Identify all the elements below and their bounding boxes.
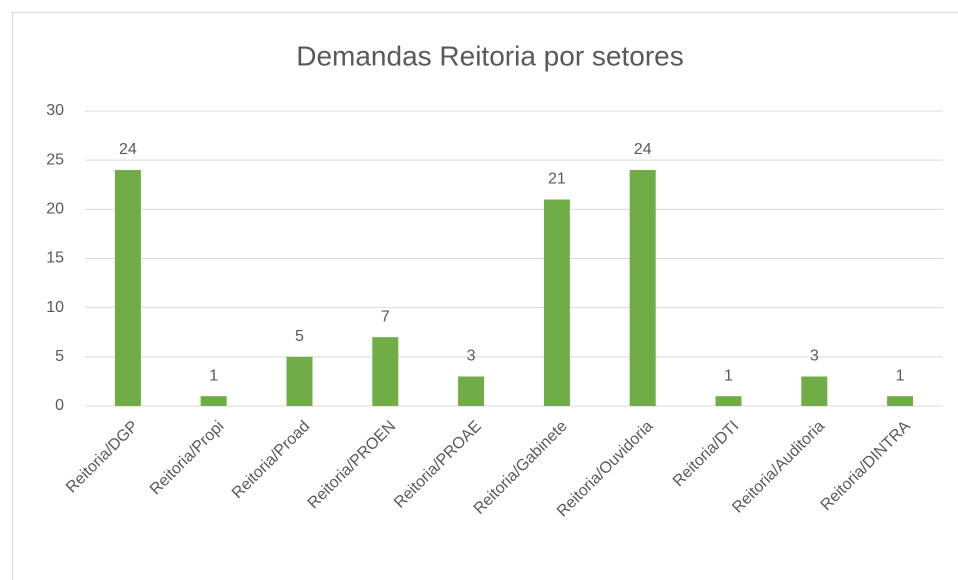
bar (286, 356, 313, 406)
data-label: 1 (724, 367, 733, 384)
chart-title: Demandas Reitoria por setores (296, 40, 684, 71)
data-label: 5 (295, 328, 304, 345)
data-label: 3 (810, 348, 819, 365)
y-tick-label: 20 (46, 201, 64, 218)
data-label: 7 (381, 308, 390, 325)
bar (372, 337, 399, 406)
bar (458, 376, 485, 406)
bar (114, 170, 141, 406)
chart-border (12, 12, 958, 580)
bar (715, 396, 742, 406)
bar (801, 376, 828, 406)
y-tick-label: 5 (55, 348, 64, 365)
bar (629, 170, 656, 406)
data-label: 1 (896, 367, 905, 384)
data-label: 3 (467, 348, 476, 365)
data-label: 24 (634, 141, 652, 158)
data-label: 1 (209, 367, 218, 384)
y-tick-label: 0 (55, 397, 64, 414)
bar (200, 396, 227, 406)
y-tick-label: 15 (46, 250, 64, 267)
y-tick-label: 10 (46, 299, 64, 316)
y-tick-label: 30 (46, 102, 64, 119)
bar (887, 396, 914, 406)
y-tick-label: 25 (46, 151, 64, 168)
data-label: 21 (548, 171, 566, 188)
bar (543, 199, 570, 406)
data-label: 24 (119, 141, 137, 158)
